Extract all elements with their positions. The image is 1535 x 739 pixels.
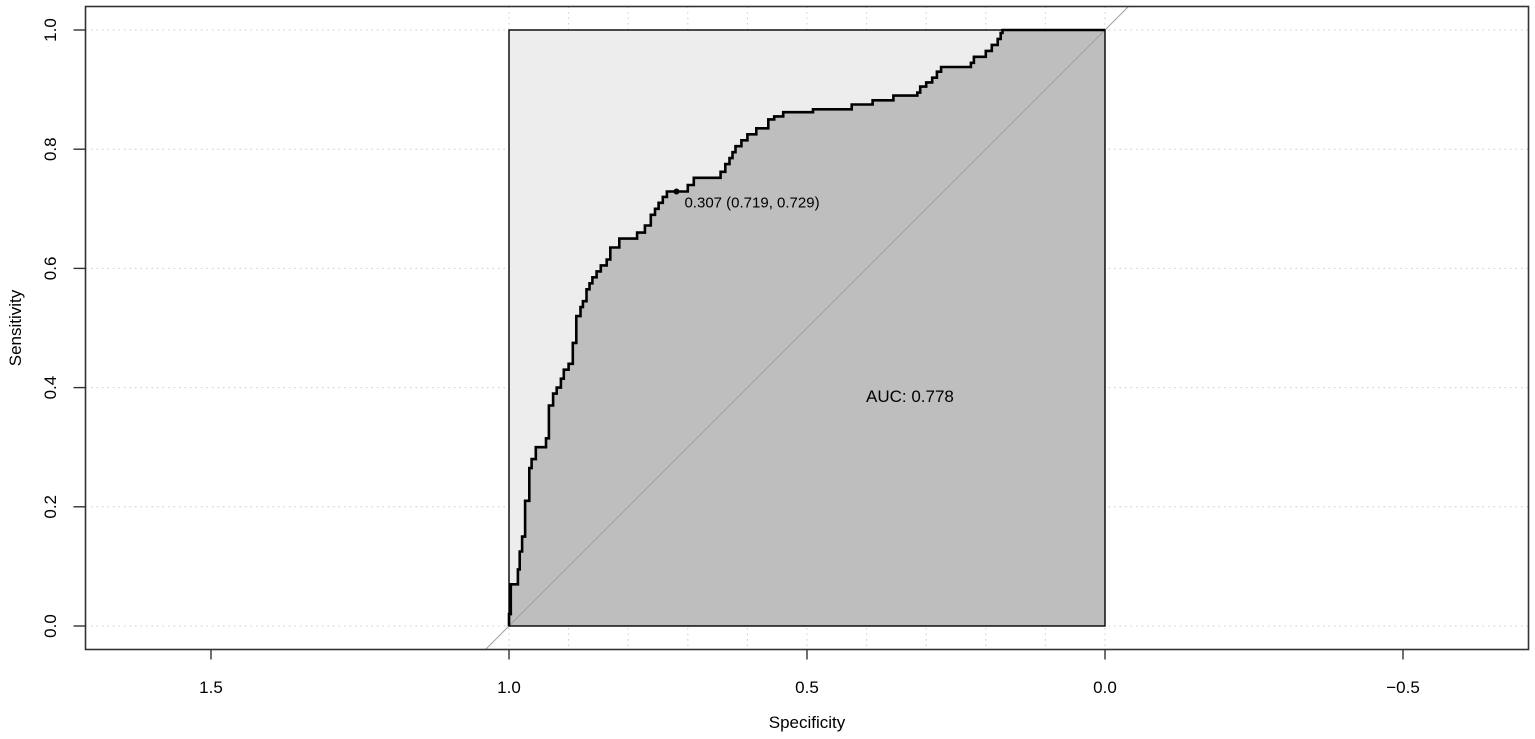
x-tick-label: 1.5 xyxy=(199,678,223,697)
threshold-label: 0.307 (0.719, 0.729) xyxy=(684,195,819,212)
x-tick-label: 0.5 xyxy=(795,678,819,697)
y-axis: 0.0 0.2 0.4 0.6 0.8 1.0 xyxy=(41,18,86,638)
y-tick-label: 0.4 xyxy=(41,376,60,400)
max-auc-border xyxy=(508,29,1106,627)
y-tick-label: 0.2 xyxy=(41,495,60,519)
chance-diagonal xyxy=(484,5,1130,651)
y-axis-label: Sensitivity xyxy=(6,289,25,366)
x-tick-label: 1.0 xyxy=(497,678,521,697)
roc-curve xyxy=(507,28,1105,626)
y-tick-label: 0.6 xyxy=(41,257,60,281)
x-tick-label: −0.5 xyxy=(1386,678,1420,697)
y-tick-label: 0.8 xyxy=(41,137,60,161)
x-axis-label: Specificity xyxy=(769,713,846,732)
auc-label: AUC: 0.778 xyxy=(866,387,954,406)
x-tick-label: 0.0 xyxy=(1093,678,1117,697)
threshold-point xyxy=(673,188,680,195)
x-axis: 1.5 1.0 0.5 0.0 −0.5 xyxy=(199,649,1420,697)
y-tick-label: 0.0 xyxy=(41,614,60,638)
y-tick-label: 1.0 xyxy=(41,18,60,42)
